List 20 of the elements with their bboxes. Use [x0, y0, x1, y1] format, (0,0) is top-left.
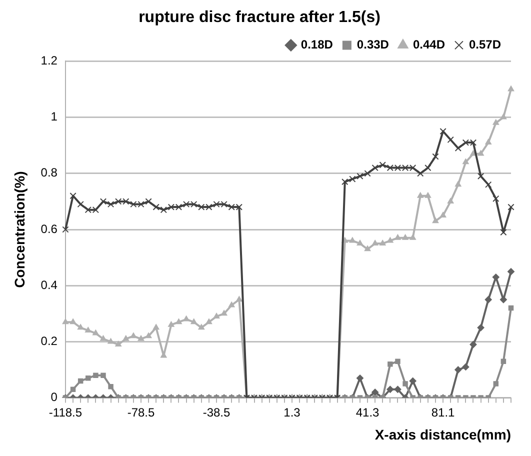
chart-title: rupture disc fracture after 1.5(s) — [138, 9, 380, 26]
y-tick-label: 1.2 — [40, 54, 58, 68]
x-tick-label: -78.5 — [127, 405, 155, 420]
x-axis-title: X-axis distance(mm) — [374, 426, 511, 442]
legend-label: 0.57D — [468, 38, 502, 52]
legend-label: 0.33D — [356, 38, 390, 52]
legend-label: 0.44D — [412, 38, 446, 52]
x-tick-label: -38.5 — [202, 405, 231, 420]
x-tick-label: -118.5 — [48, 405, 82, 420]
y-tick-label: 0.4 — [40, 278, 58, 292]
y-axis-title: Concentration(%) — [11, 171, 28, 288]
x-tick-label: 81.1 — [431, 405, 456, 420]
legend-label: 0.18D — [300, 38, 334, 52]
y-tick-label: 0 — [50, 390, 58, 404]
y-tick-label: 1 — [50, 110, 58, 124]
y-tick-label: 0.6 — [40, 222, 58, 236]
y-tick-label: 0.8 — [40, 166, 58, 180]
x-tick-label: 1.3 — [284, 405, 301, 420]
y-tick-label: 0.2 — [40, 334, 58, 348]
x-tick-label: 41.3 — [356, 405, 380, 420]
